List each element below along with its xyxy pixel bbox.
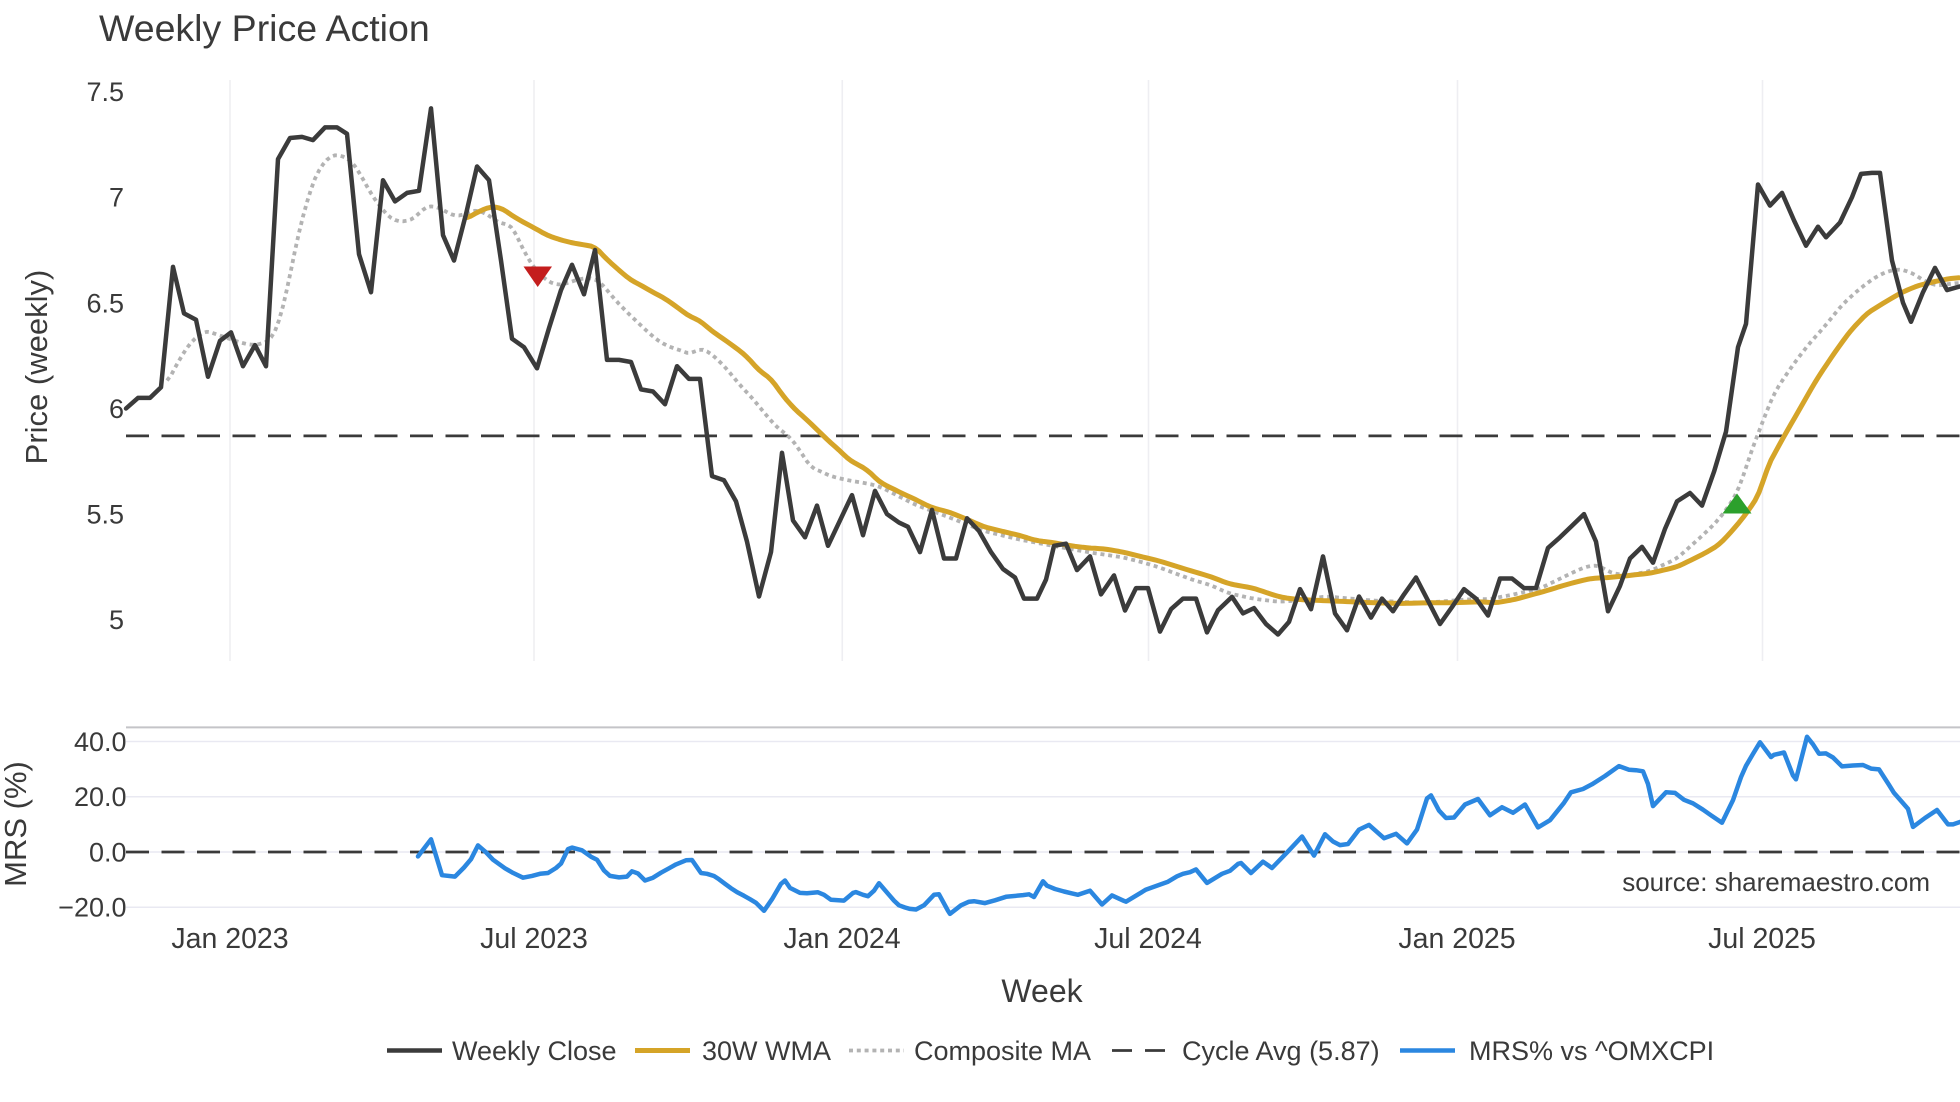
svg-text:Jul 2025: Jul 2025 [1708,923,1816,955]
svg-text:7.5: 7.5 [86,77,124,107]
svg-text:−20.0: −20.0 [58,893,126,923]
svg-text:Jan 2023: Jan 2023 [171,923,288,955]
svg-text:5: 5 [109,605,124,635]
svg-text:Jul 2024: Jul 2024 [1094,923,1202,955]
svg-text:40.0: 40.0 [74,727,127,757]
svg-text:Composite MA: Composite MA [914,1036,1091,1066]
svg-text:Jul 2023: Jul 2023 [480,923,588,955]
svg-text:MRS (%): MRS (%) [0,761,33,887]
svg-text:Weekly Price Action: Weekly Price Action [99,7,430,49]
svg-text:MRS% vs ^OMXCPI: MRS% vs ^OMXCPI [1469,1036,1714,1066]
svg-text:5.5: 5.5 [86,500,124,530]
svg-text:6: 6 [109,394,124,424]
svg-text:6.5: 6.5 [86,288,124,318]
svg-text:Jan 2024: Jan 2024 [783,923,900,955]
svg-text:0.0: 0.0 [89,838,127,868]
svg-text:Week: Week [1001,973,1083,1009]
svg-text:7: 7 [109,183,124,213]
svg-text:Cycle Avg (5.87): Cycle Avg (5.87) [1182,1036,1380,1066]
svg-text:source: sharemaestro.com: source: sharemaestro.com [1622,867,1930,897]
svg-text:Price (weekly): Price (weekly) [19,270,54,465]
svg-text:30W WMA: 30W WMA [702,1036,831,1066]
svg-text:20.0: 20.0 [74,782,127,812]
svg-text:Jan 2025: Jan 2025 [1398,923,1515,955]
svg-text:Weekly Close: Weekly Close [452,1036,617,1066]
